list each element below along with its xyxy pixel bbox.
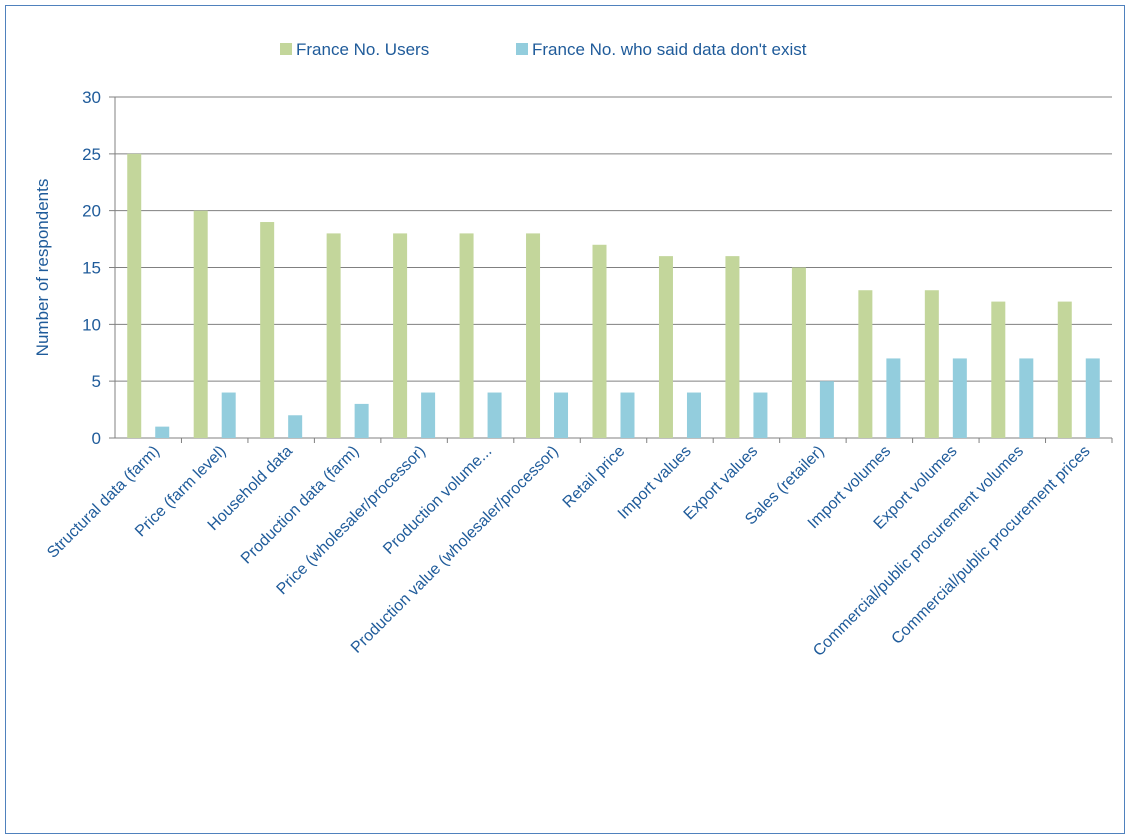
bar-data-dont-exist bbox=[1019, 358, 1034, 438]
bar-data-dont-exist bbox=[554, 392, 569, 438]
bar-data-dont-exist bbox=[487, 392, 502, 438]
y-tick-label: 10 bbox=[82, 315, 101, 334]
bar-users bbox=[326, 233, 341, 438]
bar-data-dont-exist bbox=[686, 392, 701, 438]
legend-swatch bbox=[280, 43, 292, 55]
x-tick-label: Production data (farm) bbox=[238, 443, 363, 568]
bar-users bbox=[193, 210, 208, 438]
bar-users bbox=[260, 222, 275, 438]
legend-swatch bbox=[516, 43, 528, 55]
bar-data-dont-exist bbox=[354, 403, 369, 438]
bar-users bbox=[526, 233, 541, 438]
bar-data-dont-exist bbox=[819, 381, 834, 438]
bar-users bbox=[858, 290, 873, 438]
legend: France No. Users France No. who said data… bbox=[280, 40, 807, 59]
bar-users bbox=[459, 233, 474, 438]
y-tick-label: 30 bbox=[82, 88, 101, 107]
bar-users bbox=[127, 153, 142, 439]
bar-data-dont-exist bbox=[620, 392, 635, 438]
bar-users bbox=[991, 301, 1006, 438]
bar-data-dont-exist bbox=[221, 392, 236, 438]
bar-data-dont-exist bbox=[952, 358, 967, 438]
bar-data-dont-exist bbox=[288, 415, 303, 438]
y-tick-label: 5 bbox=[92, 372, 101, 391]
bars bbox=[127, 153, 1100, 439]
bar-users bbox=[725, 256, 740, 438]
y-tick-label: 0 bbox=[92, 429, 101, 448]
gridlines bbox=[109, 96, 1112, 439]
y-axis-label: Number of respondents bbox=[33, 179, 52, 357]
x-tick-label: Production volume... bbox=[380, 443, 495, 558]
y-axis-ticks: 0 5 10 15 20 25 30 bbox=[82, 88, 101, 448]
bar-data-dont-exist bbox=[421, 392, 436, 438]
legend-label: France No. Users bbox=[296, 40, 429, 59]
legend-label: France No. who said data don't exist bbox=[532, 40, 807, 59]
y-tick-label: 20 bbox=[82, 202, 101, 221]
bar-data-dont-exist bbox=[753, 392, 768, 438]
y-tick-label: 25 bbox=[82, 145, 101, 164]
bar-users bbox=[592, 244, 607, 438]
bar-users bbox=[393, 233, 408, 438]
bar-data-dont-exist bbox=[155, 426, 170, 438]
bar-users bbox=[658, 256, 673, 438]
bar-data-dont-exist bbox=[886, 358, 901, 438]
bar-users bbox=[924, 290, 939, 438]
x-tick-label: Retail price bbox=[560, 443, 629, 512]
bar-users bbox=[1057, 301, 1072, 438]
bar-users bbox=[791, 267, 806, 438]
x-axis-ticks: Structural data (farm)Price (farm level)… bbox=[44, 438, 1113, 660]
bar-data-dont-exist bbox=[1085, 358, 1100, 438]
y-tick-label: 15 bbox=[82, 259, 101, 278]
x-tick-label: Structural data (farm) bbox=[44, 443, 163, 562]
